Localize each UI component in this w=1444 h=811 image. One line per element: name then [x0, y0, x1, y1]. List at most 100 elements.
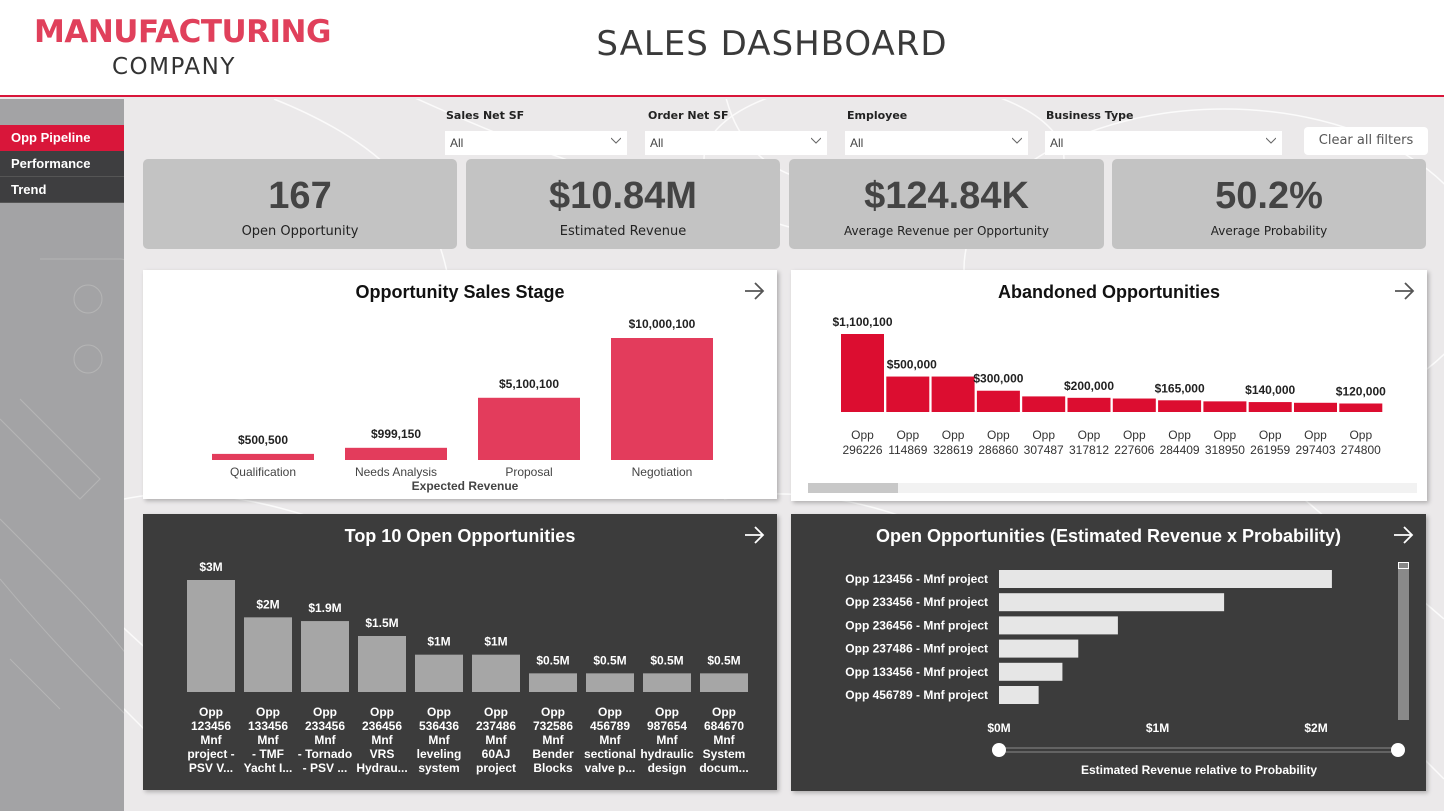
data-label: $1,100,100	[832, 315, 892, 329]
bar	[1339, 403, 1383, 412]
bar	[700, 673, 748, 692]
header: MANUFACTURING COMPANY SALES DASHBOARD	[0, 0, 1444, 97]
x-tick-label: 296226	[842, 443, 882, 457]
x-tick-label: Mnf	[656, 733, 678, 747]
kpi-value: 167	[268, 175, 332, 217]
x-tick-label: Opp	[1123, 428, 1146, 442]
bar	[415, 654, 463, 692]
nav-trend[interactable]: Trend	[0, 177, 124, 203]
x-tick-label: $0M	[987, 721, 1010, 735]
clear-all-filters-button[interactable]: Clear all filters	[1304, 127, 1428, 155]
x-tick-label: Opp	[1168, 428, 1191, 442]
x-tick-label: system	[418, 761, 459, 775]
data-label: $165,000	[1155, 381, 1205, 395]
bar	[999, 593, 1225, 612]
bar	[611, 338, 713, 460]
filter-value: All	[850, 136, 864, 150]
data-label: $2M	[256, 597, 279, 611]
x-tick-label: VRS	[370, 747, 395, 761]
y-tick-label: Opp 123456 - Mnf project	[845, 572, 988, 586]
bar	[472, 654, 520, 692]
card-title: Open Opportunities (Estimated Revenue x …	[875, 526, 1342, 546]
x-tick-label: Mnf	[314, 733, 336, 747]
range-slider-handle-max[interactable]	[1391, 743, 1405, 757]
kpi-open-opportunity: 167 Open Opportunity	[143, 159, 457, 249]
filter-value: All	[650, 136, 664, 150]
nav-opp-pipeline[interactable]: Opp Pipeline	[0, 125, 124, 151]
filter-select-employee[interactable]: All	[845, 131, 1028, 155]
page-title: SALES DASHBOARD	[596, 24, 948, 64]
filter-label-order-net-sf: Order Net SF	[648, 109, 729, 122]
bar	[999, 686, 1039, 704]
bar	[478, 397, 580, 460]
bar	[1294, 402, 1337, 412]
nav-performance[interactable]: Performance	[0, 151, 124, 177]
x-tick-label: Opp	[370, 705, 394, 719]
filter-label-sales-net-sf: Sales Net SF	[446, 109, 525, 122]
data-label: $120,000	[1336, 384, 1386, 398]
bar	[976, 390, 1020, 412]
horizontal-scrollbar[interactable]	[808, 483, 1417, 493]
range-slider-handle-min[interactable]	[992, 743, 1006, 757]
filter-select-order-net-sf[interactable]: All	[645, 131, 827, 155]
x-tick-label: Qualification	[230, 465, 296, 479]
card-top-10-open-opportunities: $3M Opp 123456 Mnf project - PSV V... $2M Opp 13…	[143, 514, 777, 790]
arrow-right-icon[interactable]	[743, 524, 765, 546]
x-tick-label: Mnf	[200, 733, 222, 747]
x-tick-label: - PSV ...	[303, 761, 348, 775]
data-label: $200,000	[1064, 379, 1114, 393]
arrow-right-icon[interactable]	[743, 280, 765, 302]
bar	[529, 673, 577, 692]
scrollbar-thumb[interactable]	[808, 483, 898, 493]
bar	[345, 447, 447, 460]
filter-select-sales-net-sf[interactable]: All	[445, 131, 627, 155]
x-tick-label: valve p...	[585, 761, 636, 775]
kpi-estimated-revenue: $10.84M Estimated Revenue	[466, 159, 780, 249]
filter-label-employee: Employee	[847, 109, 908, 122]
x-tick-label: 328619	[933, 443, 973, 457]
x-tick-label: - TMF	[252, 747, 284, 761]
bar	[187, 580, 235, 692]
x-tick-label: Needs Analysis	[355, 465, 437, 479]
bar	[931, 376, 975, 412]
x-tick-label: Yacht I...	[244, 761, 293, 775]
arrow-right-icon[interactable]	[1393, 280, 1415, 302]
logo-main: MANUFACTURING	[34, 14, 331, 50]
x-tick-label: Opp	[541, 705, 565, 719]
bar	[1203, 401, 1247, 412]
x-tick-label: Hydrau...	[356, 761, 407, 775]
x-tick-label: $2M	[1304, 721, 1327, 735]
x-tick-label: 318950	[1205, 443, 1245, 457]
filter-select-business-type[interactable]: All	[1045, 131, 1282, 155]
chevron-down-icon	[611, 137, 621, 144]
x-tick-label: 284409	[1160, 443, 1200, 457]
data-label: $300,000	[973, 372, 1023, 386]
data-label: $500,000	[887, 358, 937, 372]
x-tick-label: Opp	[199, 705, 223, 719]
revenue-probability-chart: Opp 123456 - Mnf project Opp 233456 - Mnf…	[845, 570, 1405, 777]
x-tick-label: Opp	[484, 705, 508, 719]
x-tick-label: Proposal	[505, 465, 552, 479]
x-tick-label: 237486	[476, 719, 516, 733]
kpi-value: $10.84M	[549, 175, 697, 217]
x-tick-label: Opp	[598, 705, 622, 719]
bar	[1158, 400, 1202, 412]
card-opportunity-sales-stage: $500,500 Qualification $999,150 Needs Analy…	[143, 270, 777, 499]
bar	[643, 673, 691, 692]
scrollbar-thumb[interactable]	[1398, 562, 1409, 569]
chevron-down-icon	[811, 137, 821, 144]
y-tick-label: Opp 233456 - Mnf project	[845, 595, 988, 609]
y-tick-label: Opp 456789 - Mnf project	[845, 688, 988, 702]
x-tick-label: project	[476, 761, 516, 775]
x-tick-label: 123456	[191, 719, 231, 733]
data-label: $140,000	[1245, 383, 1295, 397]
x-tick-label: Opp	[256, 705, 280, 719]
vertical-scrollbar[interactable]	[1398, 562, 1409, 720]
x-tick-label: Mnf	[485, 733, 507, 747]
bar	[1022, 396, 1066, 412]
x-tick-label: Opp	[1078, 428, 1101, 442]
arrow-right-icon[interactable]	[1392, 524, 1414, 546]
x-tick-label: 133456	[248, 719, 288, 733]
x-tick-label: Opp	[896, 428, 919, 442]
sidebar-blueprint	[0, 258, 124, 714]
